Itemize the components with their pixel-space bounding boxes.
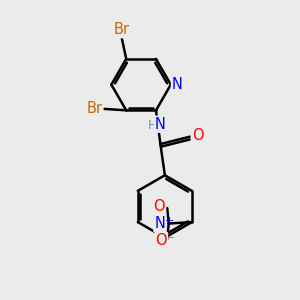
Text: O: O	[192, 128, 203, 142]
Text: +: +	[165, 216, 174, 226]
Text: O: O	[153, 199, 165, 214]
Text: H: H	[148, 119, 158, 132]
Text: N: N	[155, 117, 166, 132]
Text: N: N	[172, 77, 183, 92]
Text: ⁻: ⁻	[167, 234, 174, 247]
Text: O: O	[155, 233, 167, 248]
Text: N: N	[154, 216, 165, 231]
Text: Br: Br	[114, 22, 130, 37]
Text: Br: Br	[86, 101, 102, 116]
